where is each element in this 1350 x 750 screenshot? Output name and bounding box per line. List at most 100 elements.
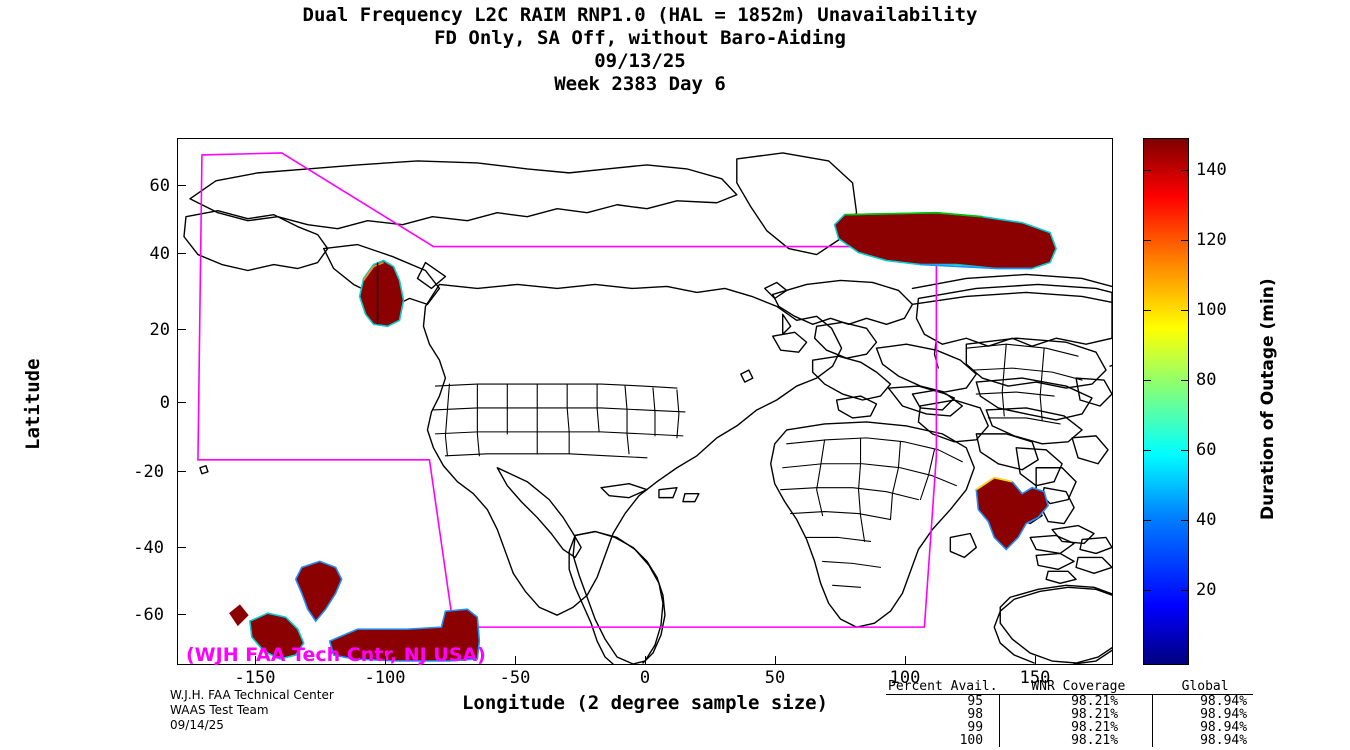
cbtick-label-80: 80: [1196, 370, 1217, 390]
credit-block: W.J.H. FAA Technical Center WAAS Test Te…: [170, 688, 334, 733]
credit-line-2: WAAS Test Team: [170, 703, 269, 717]
outage-region-south-atlantic-b: [248, 612, 305, 660]
ytick-label-20: 20: [149, 320, 170, 340]
stats-table: Percent Avail. WNR Coverage Global 95 98…: [886, 680, 1254, 747]
xtick-mark-m100: [385, 656, 386, 665]
table-row: 98 98.21% 98.94%: [886, 708, 1253, 721]
xtick-label-50: 50: [764, 668, 786, 688]
stats-cell-global: 98.94%: [1200, 707, 1248, 722]
xtick-mark-0: [645, 656, 646, 665]
stats-cell-pct: 99: [967, 720, 984, 735]
stats-header-sep-1: [999, 680, 1005, 695]
xtick-mark-100: [905, 656, 906, 665]
y-axis-label: Latitude: [22, 358, 44, 450]
stats-cell-sep-1: [999, 708, 1005, 721]
table-row: 99 98.21% 98.94%: [886, 721, 1253, 734]
outage-regions-layer: [229, 211, 1057, 662]
stats-header-wnr-coverage: WNR Coverage: [1004, 680, 1153, 695]
wnr-boundary-polygon: [197, 152, 938, 628]
colorbar: [1143, 138, 1189, 665]
stats-header-global: Global: [1157, 680, 1254, 695]
stats-cell-sep-1: [999, 734, 1005, 747]
cbtick-mark-20-right: [1181, 590, 1189, 591]
cbtick-mark-40-left: [1143, 520, 1151, 521]
stats-header-row: Percent Avail. WNR Coverage Global: [886, 680, 1254, 695]
cbtick-label-120: 120: [1196, 230, 1227, 250]
outage-region-south-australia: [975, 476, 1050, 551]
outage-region-south-atlantic-a: [294, 560, 343, 623]
stats-cell-pct: 98: [967, 707, 984, 722]
xtick-mark-m150: [255, 656, 256, 665]
ytick-label-60: 60: [149, 176, 170, 196]
cbtick-label-60: 60: [1196, 440, 1217, 460]
stats-cell-sep-1: [999, 694, 1005, 708]
ytick-label-40: 40: [149, 244, 170, 264]
cbtick-mark-80-left: [1143, 380, 1151, 381]
ytick-mark-60: [177, 185, 186, 186]
outage-region-southern-ocean-small: [229, 604, 249, 627]
stats-cell-wnr: 98.21%: [1071, 720, 1119, 735]
chart-title: Dual Frequency L2C RAIM RNP1.0 (HAL = 18…: [0, 4, 1280, 96]
stats-cell-sep-1: [999, 721, 1005, 734]
ytick-mark-m60: [177, 614, 186, 615]
world-map-plot: [177, 138, 1113, 665]
stats-cell-sep-2: [1152, 694, 1158, 708]
ytick-mark-40: [177, 253, 186, 254]
stats-cell-global: 98.94%: [1200, 694, 1248, 709]
xtick-mark-150: [1035, 656, 1036, 665]
credit-line-1: W.J.H. FAA Technical Center: [170, 688, 334, 702]
cbtick-mark-60-left: [1143, 450, 1151, 451]
map-canvas: [183, 152, 1112, 664]
cbtick-label-100: 100: [1196, 300, 1227, 320]
stats-cell-sep-2: [1152, 708, 1158, 721]
outage-region-eastern-russia: [833, 211, 1057, 270]
ytick-mark-m20: [177, 471, 186, 472]
xtick-label-m100: -100: [364, 668, 406, 688]
cbtick-mark-140-right: [1181, 170, 1189, 171]
ytick-mark-0: [177, 402, 186, 403]
xtick-mark-50: [775, 656, 776, 665]
cbtick-label-140: 140: [1196, 160, 1227, 180]
x-axis-label: Longitude (2 degree sample size): [461, 692, 829, 714]
ytick-label-m40: -40: [133, 538, 164, 558]
table-row: 100 98.21% 98.94%: [886, 734, 1253, 747]
stats-header-sep-2: [1152, 680, 1158, 695]
cbtick-mark-120-left: [1143, 240, 1151, 241]
stats-cell-global: 98.94%: [1200, 733, 1248, 748]
cbtick-label-40: 40: [1196, 510, 1217, 530]
title-line-2: FD Only, SA Off, without Baro-Aiding: [434, 27, 846, 49]
stats-cell-wnr: 98.21%: [1071, 707, 1119, 722]
stats-cell-wnr: 98.21%: [1071, 733, 1119, 748]
colorbar-title: Duration of Outage (min): [1258, 278, 1278, 520]
outage-region-southwest-usa: [358, 259, 405, 328]
coastlines-layer: [183, 152, 1112, 664]
cbtick-mark-100-left: [1143, 310, 1151, 311]
xtick-label-m150: -150: [234, 668, 276, 688]
cbtick-mark-120-right: [1181, 240, 1189, 241]
stats-body: 95 98.21% 98.94% 98 98.21% 98.94% 99 98.…: [886, 694, 1253, 747]
ytick-mark-20: [177, 329, 186, 330]
title-line-1: Dual Frequency L2C RAIM RNP1.0 (HAL = 18…: [302, 4, 978, 26]
cbtick-mark-40-right: [1181, 520, 1189, 521]
title-line-3: 09/13/25: [594, 50, 686, 72]
stats-cell-sep-2: [1152, 734, 1158, 747]
outage-region-southern-ocean-large: [328, 608, 481, 662]
title-line-4: Week 2383 Day 6: [554, 73, 726, 95]
colorbar-gradient: [1144, 139, 1188, 664]
stats-cell-sep-2: [1152, 721, 1158, 734]
cbtick-mark-20-left: [1143, 590, 1151, 591]
xtick-label-m50: -50: [499, 668, 531, 688]
stats-cell-wnr: 98.21%: [1071, 694, 1119, 709]
cbtick-mark-60-right: [1181, 450, 1189, 451]
cbtick-mark-140-left: [1143, 170, 1151, 171]
cbtick-mark-80-right: [1181, 380, 1189, 381]
xtick-mark-m50: [515, 656, 516, 665]
table-row: 95 98.21% 98.94%: [886, 694, 1253, 709]
ytick-mark-m40: [177, 547, 186, 548]
stats-cell-global: 98.94%: [1200, 720, 1248, 735]
watermark-label: (WJH FAA Tech Cntr, NJ USA): [186, 644, 486, 666]
ytick-label-0: 0: [159, 393, 170, 413]
cbtick-label-20: 20: [1196, 580, 1217, 600]
statistics-table: Percent Avail. WNR Coverage Global 95 98…: [886, 680, 1254, 747]
ytick-label-m60: -60: [133, 605, 164, 625]
